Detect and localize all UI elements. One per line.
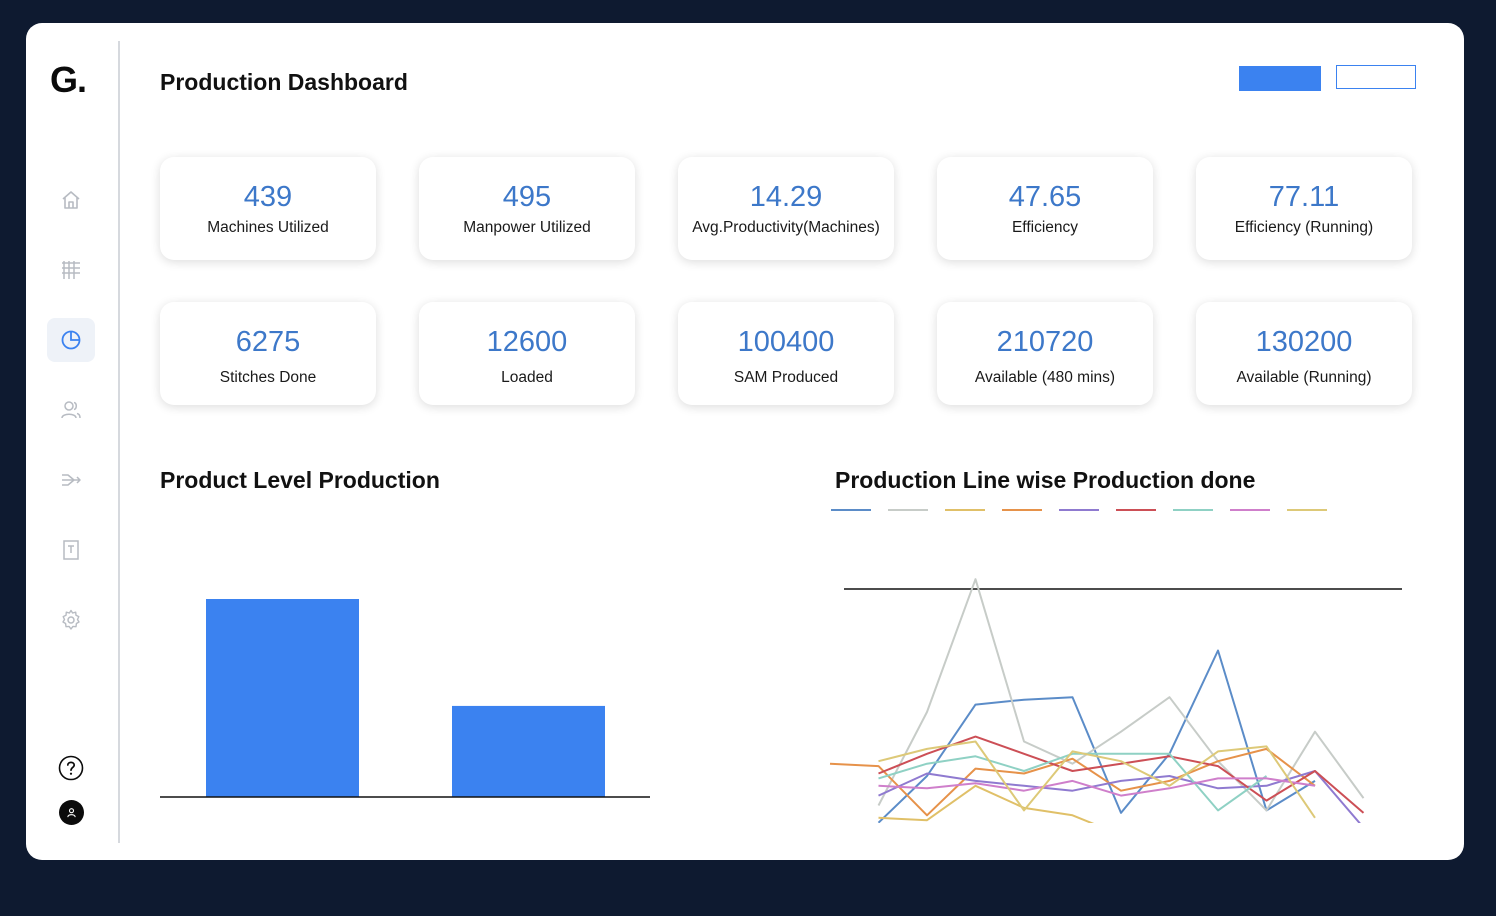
legend-swatch-0: [831, 509, 871, 511]
stat-value: 100400: [737, 326, 835, 358]
legend-swatch-1: [888, 509, 928, 511]
sidebar-item-analytics[interactable]: [47, 318, 95, 362]
production-line-chart: [829, 578, 1402, 823]
stat-label: Available (Running): [1236, 369, 1372, 386]
page-title: Production Dashboard: [160, 69, 408, 95]
primary-button[interactable]: [1239, 66, 1321, 91]
stat-card-loaded: 12600 Loaded: [419, 302, 635, 405]
legend-swatch-5: [1116, 509, 1156, 511]
stat-label: Available (480 mins): [974, 369, 1116, 386]
stat-label: Efficiency (Running): [1234, 219, 1374, 236]
sidebar-item-home[interactable]: [47, 178, 95, 222]
stat-card-avg-productivity: 14.29 Avg.Productivity(Machines): [678, 157, 894, 260]
stat-label: Loaded: [501, 369, 553, 386]
stat-card-machines-utilized: 439 Machines Utilized: [160, 157, 376, 260]
stat-value: 210720: [996, 326, 1094, 358]
series-line-5: [878, 735, 1365, 814]
avatar[interactable]: [59, 800, 84, 825]
series-line-2: [878, 784, 1095, 823]
stat-card-sam-produced: 100400 SAM Produced: [678, 302, 894, 405]
stat-card-stitches-done: 6275 Stitches Done: [160, 302, 376, 405]
home-icon: [62, 191, 80, 209]
legend-swatch-3: [1002, 509, 1042, 511]
legend-swatch-4: [1059, 509, 1099, 511]
stat-label: SAM Produced: [733, 369, 839, 386]
sidebar-item-grid[interactable]: [47, 248, 95, 292]
sidebar-item-flow[interactable]: [47, 458, 95, 502]
legend-swatch-8: [1287, 509, 1327, 511]
dashboard-window: G. Production Dashboard 439 Machines Uti…: [26, 23, 1464, 860]
legend-swatch-7: [1230, 509, 1270, 511]
pie-chart-icon: [61, 330, 81, 350]
stat-value: 14.29: [749, 181, 823, 213]
stat-card-efficiency-running: 77.11 Efficiency (Running): [1196, 157, 1412, 260]
sidebar-divider: [118, 41, 120, 843]
stat-value: 47.65: [1008, 181, 1082, 213]
line-chart-title: Production Line wise Production done: [835, 467, 1256, 493]
legend-swatch-2: [945, 509, 985, 511]
series-line-4: [878, 770, 1361, 823]
series-line-6: [878, 752, 1268, 812]
stat-value: 12600: [486, 326, 568, 358]
secondary-button[interactable]: [1336, 65, 1416, 89]
help-icon[interactable]: [58, 755, 84, 781]
stat-label: Machines Utilized: [207, 219, 329, 236]
sidebar-item-documents[interactable]: [47, 528, 95, 572]
series-line-0: [877, 649, 1316, 823]
stat-value: 439: [243, 181, 293, 213]
stat-label: Avg.Productivity(Machines): [692, 219, 880, 236]
series-line-1: [877, 578, 1365, 812]
user-icon: [67, 808, 76, 818]
logo: G.: [50, 59, 87, 100]
gear-icon: [62, 609, 80, 630]
sidebar-item-settings[interactable]: [47, 598, 95, 642]
stat-value: 6275: [235, 326, 301, 358]
bar-0: [206, 599, 359, 797]
stat-label: Manpower Utilized: [463, 219, 591, 236]
series-line-7: [878, 777, 1316, 797]
grid-icon: [62, 261, 80, 279]
stat-card-available-running: 130200 Available (Running): [1196, 302, 1412, 405]
text-document-icon: [63, 540, 79, 560]
stat-value: 495: [502, 181, 552, 213]
stat-card-manpower-utilized: 495 Manpower Utilized: [419, 157, 635, 260]
flow-icon: [62, 474, 81, 486]
stat-value: 77.11: [1268, 181, 1340, 213]
stat-card-efficiency: 47.65 Efficiency: [937, 157, 1153, 260]
bar-1: [452, 705, 605, 797]
stat-value: 130200: [1255, 326, 1353, 358]
stat-card-available-480: 210720 Available (480 mins): [937, 302, 1153, 405]
series-line-3: [829, 747, 1316, 817]
bar-chart-title: Product Level Production: [160, 467, 440, 493]
product-level-bar-chart: [160, 599, 650, 798]
sidebar-item-users[interactable]: [47, 388, 95, 432]
series-line-8: [878, 740, 1316, 819]
legend-swatch-6: [1173, 509, 1213, 511]
stat-label: Efficiency: [1011, 219, 1079, 236]
users-icon: [61, 401, 81, 419]
stat-label: Stitches Done: [219, 369, 317, 386]
